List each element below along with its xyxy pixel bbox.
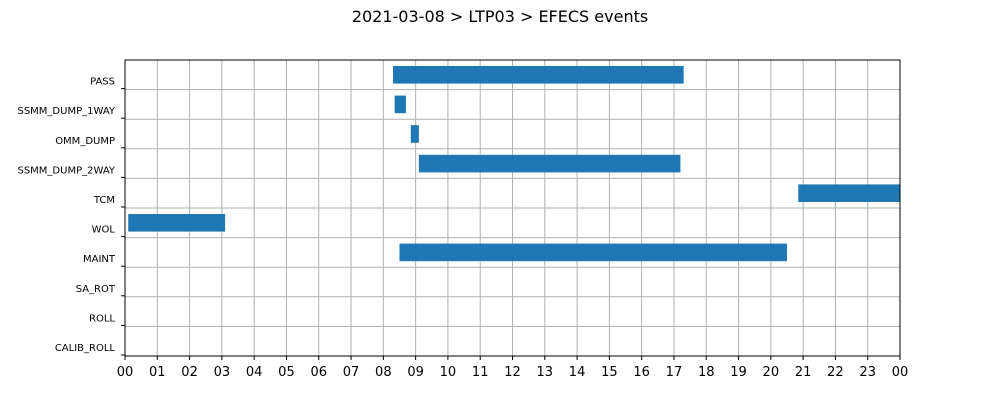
- y-tick-label: MAINT: [83, 254, 116, 265]
- x-tick-label: 00: [892, 365, 909, 380]
- y-tick-label: SSMM_DUMP_1WAY: [17, 106, 115, 117]
- y-tick-label: WOL: [92, 225, 116, 236]
- bar-omm-dump: [410, 125, 419, 143]
- x-tick-label: 16: [633, 365, 650, 380]
- x-tick-label: 05: [278, 365, 295, 380]
- x-tick-label: 23: [859, 365, 876, 380]
- bar-ssmm-dump-1way: [394, 95, 406, 114]
- y-tick-label: PASS: [90, 77, 115, 88]
- bar-pass: [393, 66, 684, 84]
- x-tick-label: 19: [730, 365, 747, 380]
- x-tick-label: 12: [504, 365, 521, 380]
- x-tick-label: 03: [214, 365, 231, 380]
- x-tick-label: 14: [569, 365, 586, 380]
- x-tick-label: 18: [698, 365, 715, 380]
- x-tick-label: 01: [149, 365, 166, 380]
- x-tick-label: 07: [343, 365, 360, 380]
- y-tick-label: SA_ROT: [76, 284, 116, 295]
- y-tick-label: OMM_DUMP: [55, 136, 115, 147]
- bar-maint: [399, 243, 787, 262]
- x-tick-label: 06: [310, 365, 327, 380]
- y-tick-label: CALIB_ROLL: [55, 343, 116, 354]
- bar-tcm: [798, 184, 900, 202]
- grid: [124, 60, 901, 356]
- x-tick-label: 20: [763, 365, 780, 380]
- y-tick-label: TCM: [93, 195, 115, 206]
- x-tick-label: 15: [601, 365, 618, 380]
- x-tick-label: 09: [407, 365, 424, 380]
- x-tick-label: 21: [795, 365, 812, 380]
- chart-title: 2021-03-08 > LTP03 > EFECS events: [352, 7, 648, 26]
- bar-wol: [128, 214, 226, 232]
- bar-ssmm-dump-2way: [418, 154, 681, 173]
- bars: [128, 66, 900, 262]
- y-tick-label: SSMM_DUMP_2WAY: [17, 165, 115, 176]
- x-tick-label: 08: [375, 365, 392, 380]
- x-tick-label: 11: [472, 365, 489, 380]
- x-axis: 00 01 02 03 04 05 06 07 08 09 10 11 12 13 14 15 16 17 18 19…: [117, 356, 909, 380]
- x-tick-label: 13: [537, 365, 554, 380]
- y-tick-label: ROLL: [89, 313, 115, 324]
- y-axis: PASS SSMM_DUMP_1WAY OMM_DUMP SSMM_DUMP_2WAY…: [17, 77, 125, 356]
- x-tick-label: 17: [666, 365, 683, 380]
- x-tick-label: 00: [117, 365, 134, 380]
- x-tick-label: 04: [246, 365, 263, 380]
- x-tick-label: 22: [827, 365, 844, 380]
- x-tick-label: 02: [181, 365, 198, 380]
- x-tick-label: 10: [440, 365, 457, 380]
